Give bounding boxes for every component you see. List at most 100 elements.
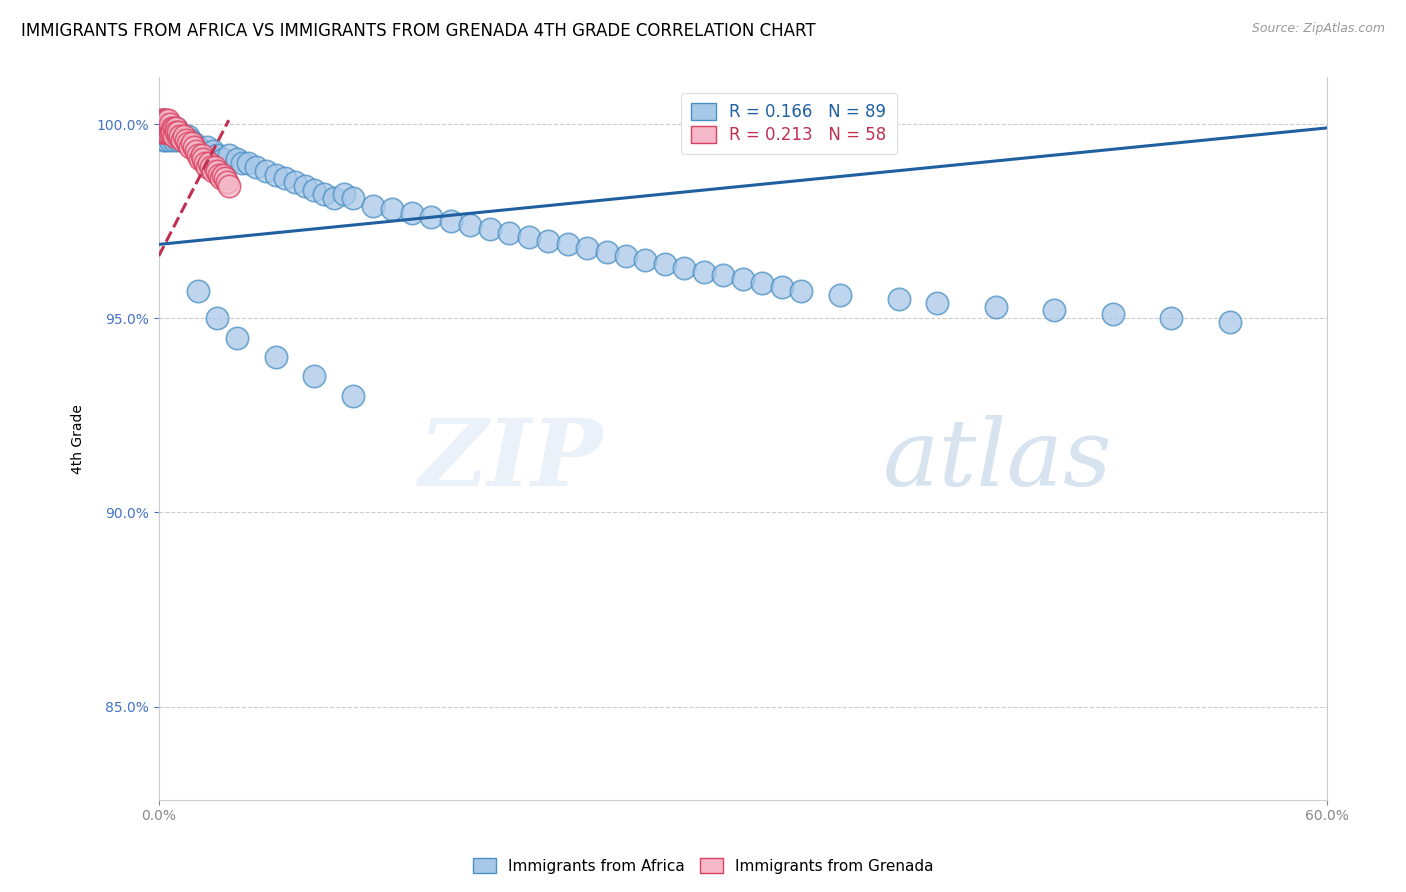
- Point: [155, 113, 177, 128]
- Point: [576, 241, 599, 255]
- Point: [169, 128, 191, 143]
- Point: [537, 234, 560, 248]
- Point: [205, 311, 228, 326]
- Point: [177, 128, 200, 143]
- Y-axis label: 4th Grade: 4th Grade: [72, 404, 86, 474]
- Point: [153, 113, 176, 128]
- Point: [614, 249, 637, 263]
- Point: [173, 128, 195, 143]
- Point: [149, 120, 172, 135]
- Point: [194, 156, 217, 170]
- Point: [195, 140, 218, 154]
- Point: [314, 186, 336, 201]
- Point: [187, 140, 209, 154]
- Point: [149, 117, 172, 131]
- Point: [157, 125, 180, 139]
- Point: [830, 288, 852, 302]
- Point: [159, 120, 181, 135]
- Point: [152, 125, 174, 139]
- Point: [731, 272, 754, 286]
- Point: [170, 132, 193, 146]
- Point: [1101, 307, 1123, 321]
- Text: Source: ZipAtlas.com: Source: ZipAtlas.com: [1251, 22, 1385, 36]
- Point: [149, 113, 172, 128]
- Point: [420, 211, 443, 225]
- Point: [174, 132, 197, 146]
- Point: [238, 156, 260, 170]
- Point: [231, 156, 253, 170]
- Point: [887, 292, 910, 306]
- Point: [165, 120, 187, 135]
- Point: [157, 125, 180, 139]
- Point: [225, 152, 247, 166]
- Point: [440, 214, 463, 228]
- Point: [157, 113, 180, 128]
- Point: [180, 136, 202, 151]
- Point: [163, 132, 186, 146]
- Point: [478, 222, 501, 236]
- Point: [149, 128, 172, 143]
- Point: [155, 117, 177, 131]
- Point: [193, 152, 215, 166]
- Point: [153, 120, 176, 135]
- Point: [183, 140, 205, 154]
- Point: [204, 160, 226, 174]
- Point: [212, 168, 235, 182]
- Point: [183, 136, 205, 151]
- Point: [673, 260, 696, 275]
- Point: [711, 268, 734, 283]
- Point: [155, 132, 177, 146]
- Point: [157, 128, 180, 143]
- Point: [264, 168, 287, 182]
- Point: [984, 300, 1007, 314]
- Point: [361, 198, 384, 212]
- Point: [751, 277, 773, 291]
- Point: [304, 183, 326, 197]
- Point: [153, 117, 176, 131]
- Point: [163, 125, 186, 139]
- Point: [1160, 311, 1182, 326]
- Point: [294, 179, 316, 194]
- Legend: R = 0.166   N = 89, R = 0.213   N = 58: R = 0.166 N = 89, R = 0.213 N = 58: [681, 93, 897, 154]
- Point: [205, 163, 228, 178]
- Point: [152, 113, 174, 128]
- Point: [153, 125, 176, 139]
- Point: [170, 132, 193, 146]
- Point: [284, 175, 307, 189]
- Point: [209, 171, 232, 186]
- Point: [188, 152, 211, 166]
- Point: [254, 163, 277, 178]
- Point: [152, 125, 174, 139]
- Point: [167, 125, 190, 139]
- Point: [245, 160, 267, 174]
- Point: [152, 113, 174, 128]
- Point: [157, 117, 180, 131]
- Point: [173, 128, 195, 143]
- Point: [218, 148, 240, 162]
- Point: [149, 120, 172, 135]
- Point: [1218, 315, 1240, 329]
- Point: [153, 128, 176, 143]
- Point: [218, 179, 240, 194]
- Point: [381, 202, 404, 217]
- Point: [167, 132, 190, 146]
- Point: [155, 125, 177, 139]
- Point: [155, 120, 177, 135]
- Point: [595, 245, 617, 260]
- Point: [790, 284, 813, 298]
- Point: [190, 145, 212, 159]
- Point: [167, 128, 190, 143]
- Point: [159, 132, 181, 146]
- Point: [205, 148, 228, 162]
- Point: [212, 152, 235, 166]
- Point: [770, 280, 793, 294]
- Point: [169, 128, 191, 143]
- Point: [155, 125, 177, 139]
- Point: [200, 160, 222, 174]
- Point: [157, 120, 180, 135]
- Point: [165, 125, 187, 139]
- Point: [498, 226, 520, 240]
- Point: [401, 206, 423, 220]
- Point: [152, 132, 174, 146]
- Point: [202, 145, 225, 159]
